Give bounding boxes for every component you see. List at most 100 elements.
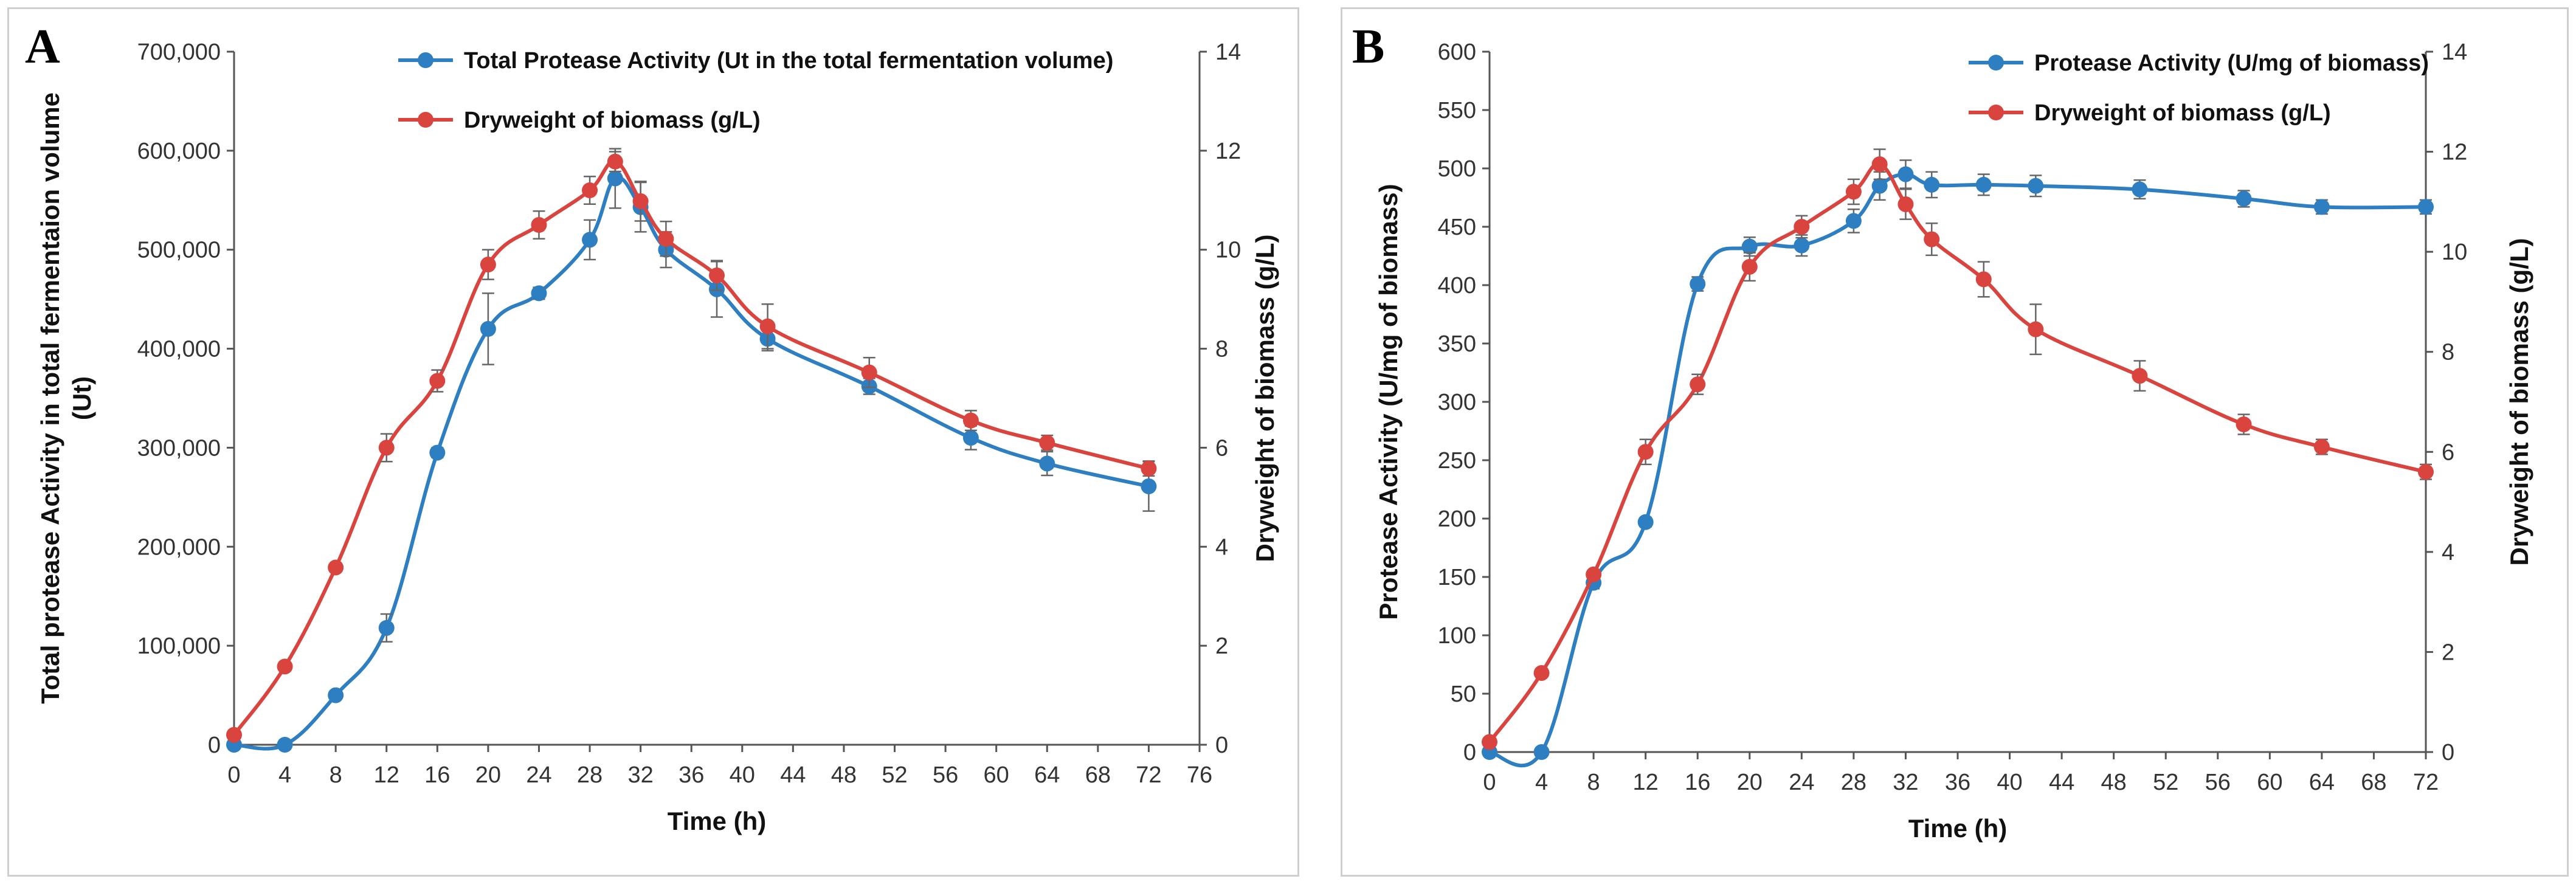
chart-b-right-tick-label: 14 [2442,40,2467,65]
chart-a-right-tick-label: 2 [1215,633,1228,659]
chart-a-x-tick-label: 28 [577,762,603,788]
chart-b-series-dryweight-point [1924,231,1940,247]
chart-b-svg: B050100150200250300350400450500550600024… [1352,20,2533,843]
chart-b-right-tick-label: 6 [2442,440,2454,465]
chart-a-x-tick-label: 20 [475,762,501,788]
chart-a-series-dryweight-point [226,727,242,743]
chart-a-series-dryweight-point [759,318,776,334]
chart-a-series-dryweight-point [1141,460,1157,477]
chart-b-series-protease-point [1975,176,1992,193]
chart-b-series-protease-point [2028,178,2044,194]
chart-b-right-tick-label: 0 [2442,740,2454,765]
chart-b-x-tick-label: 32 [1893,770,1918,795]
chart-a-left-axis-title: Total protease Activity in total ferment… [36,92,96,704]
chart-a-series-dryweight-point [861,364,877,381]
chart-b-x-tick-label: 28 [1841,770,1866,795]
chart-a-series-dryweight-point [962,412,979,429]
chart-b-series-protease-point [2236,190,2252,207]
chart-a-left-tick-label: 100,000 [137,633,221,659]
chart-b-x-tick-label: 60 [2257,770,2282,795]
chart-b-x-tick-label: 12 [1633,770,1659,795]
chart-b-x-tick-label: 44 [2049,770,2074,795]
chart-a-series-protease-legend-marker [418,52,433,68]
chart-b-right-tick-label: 8 [2442,340,2454,365]
chart-b-left-tick-label: 300 [1438,390,1476,415]
chart-a-series-dryweight-point [429,373,446,389]
chart-b-right-tick-label: 10 [2442,240,2467,265]
chart-b-series-protease-point [1690,276,1706,292]
chart-b-left-tick-label: 450 [1438,215,1476,240]
chart-b-series-protease-point [1897,166,1914,182]
chart-a-right-tick-label: 12 [1215,139,1241,164]
chart-a-x-tick-label: 68 [1085,762,1111,788]
chart-a-series-dryweight-point [658,230,674,247]
chart-b-series-dryweight-point [1482,734,1497,750]
chart-a-left-tick-label: 500,000 [137,238,221,263]
chart-b-series-protease-legend-marker [1988,55,2004,71]
chart-a-x-tick-label: 12 [374,762,399,788]
chart-b-series-dryweight-point [1897,196,1914,212]
chart-a-series-protease-point [480,321,496,337]
chart-a-series-protease-point [328,687,344,703]
chart-b-series-protease-point [1845,213,1862,229]
chart-b-series-protease-point [1637,514,1654,530]
chart-a-right-tick-label: 8 [1215,337,1228,362]
chart-a-x-tick-label: 8 [330,762,342,788]
chart-b-right-tick-label: 12 [2442,140,2467,165]
chart-b-left-tick-label: 350 [1438,331,1476,357]
chart-b-x-tick-label: 72 [2413,770,2439,795]
chart-a-right-tick-label: 4 [1215,534,1228,560]
chart-a-series-dryweight-line [232,159,1150,736]
chart-b-series-protease-point [1533,744,1550,760]
chart-b-x-tick-label: 64 [2309,770,2335,795]
chart-a-series-protease-point [582,232,598,248]
chart-b-left-tick-label: 150 [1438,565,1476,590]
chart-b-right-axis-title: Dryweight of biomass (g/L) [2505,238,2533,565]
chart-b-series-dryweight-point [1794,219,1810,235]
chart-a-x-tick-label: 40 [730,762,755,788]
chart-b-series-dryweight-point [1637,444,1654,460]
chart-panel-a: A 0 100,000 200,000 300,000 400,000 500,000 600… [7,7,1299,877]
chart-b-x-tick-label: 36 [1945,770,1970,795]
chart-a-series-dryweight-point [480,257,496,273]
chart-b-left-tick-label: 400 [1438,273,1476,299]
chart-a-series-protease-point [277,737,293,753]
chart-b-left-tick-label: 600 [1438,40,1476,65]
chart-b-x-axis-title: Time (h) [1908,814,2008,843]
chart-b-x-tick-label: 4 [1535,770,1548,795]
chart-b-right-tick-label: 4 [2442,540,2454,565]
chart-a-series-protease-point [1141,478,1157,494]
chart-a-series-dryweight-point [582,182,598,198]
chart-b-series-dryweight-point [1690,376,1706,393]
chart-a-left-axis-title-line: Total protease Activity in total ferment… [36,92,64,704]
chart-b-x-tick-label: 0 [1483,770,1496,795]
chart-a-x-tick-label: 4 [278,762,291,788]
chart-a-series-dryweight-point [277,658,293,675]
chart-a-x-tick-label: 72 [1136,762,1161,788]
chart-b-x-tick-label: 20 [1737,770,1763,795]
chart-b-x-tick-label: 68 [2361,770,2386,795]
chart-b-panel-letter: B [1352,20,1384,74]
chart-a-series-dryweight-point [378,440,395,456]
chart-a-x-axis-title: Time (h) [668,807,767,835]
chart-b-series-dryweight-point [2132,368,2148,384]
chart-b-series-protease-point [1924,176,1940,193]
chart-a-left-tick-label: 400,000 [137,337,221,362]
chart-a-panel-letter: A [25,20,60,74]
chart-b-series-dryweight-point [1871,156,1888,173]
chart-a-series-protease-point [531,285,547,302]
chart-b-left-tick-label: 50 [1451,682,1476,707]
chart-b-x-tick-label: 52 [2153,770,2178,795]
chart-b-series-protease-point [2418,199,2434,215]
chart-b-x-tick-label: 48 [2101,770,2127,795]
chart-b-series-dryweight-point [2236,416,2252,433]
chart-a-series-dryweight-point [607,153,623,170]
chart-b-series-dryweight-point [1533,664,1550,681]
chart-a-x-tick-label: 60 [984,762,1009,788]
chart-b-series-protease-point [1794,237,1810,254]
chart-a-x-tick-label: 64 [1034,762,1060,788]
chart-b-series-dryweight-point [2313,439,2330,455]
chart-a-x-tick-label: 32 [627,762,653,788]
chart-a-right-tick-label: 10 [1215,238,1241,263]
chart-a-series-dryweight-point [1039,435,1055,451]
